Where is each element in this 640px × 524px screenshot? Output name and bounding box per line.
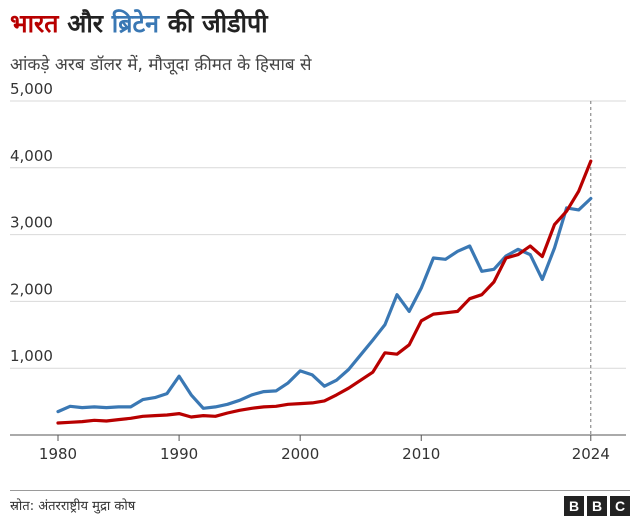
x-tick-label-2010: 2010 [402,445,440,463]
x-tick-label-1980: 1980 [39,445,77,463]
title-uk: ब्रिटेन [111,9,159,38]
y-tick-label-5000: 5,000 [10,80,53,98]
bbc-logo-letter-1: B [564,496,584,516]
chart-title: भारत और ब्रिटेन की जीडीपी [10,6,268,40]
y-tick-label-4000: 4,000 [10,147,53,165]
bbc-logo-letter-3: C [610,496,630,516]
y-tick-label-1000: 1,000 [10,347,53,365]
x-tick-label-2024: 2024 [572,445,610,463]
title-gdp: की जीडीपी [158,9,268,38]
bbc-logo-letter-2: B [587,496,607,516]
y-tick-label-3000: 3,000 [10,214,53,232]
title-and: और [58,9,112,38]
x-tick-label-1990: 1990 [160,445,198,463]
bbc-logo: B B C [564,496,630,516]
gdp-line-chart: 1,000 2,000 3,000 4,000 5,000 1980 1990 2000 201… [10,80,626,463]
source-note: स्रोत: अंतरराष्ट्रीय मुद्रा कोष [10,499,136,514]
footer-divider [10,490,630,491]
series-line-india [56,159,593,425]
y-tick-label-2000: 2,000 [10,280,53,298]
series-line-uk [56,196,593,414]
chart-subtitle: आंकड़े अरब डॉलर में, मौजूदा क़ीमत के हिस… [10,55,312,75]
x-tick-label-2000: 2000 [281,445,319,463]
title-india: भारत [10,9,59,38]
